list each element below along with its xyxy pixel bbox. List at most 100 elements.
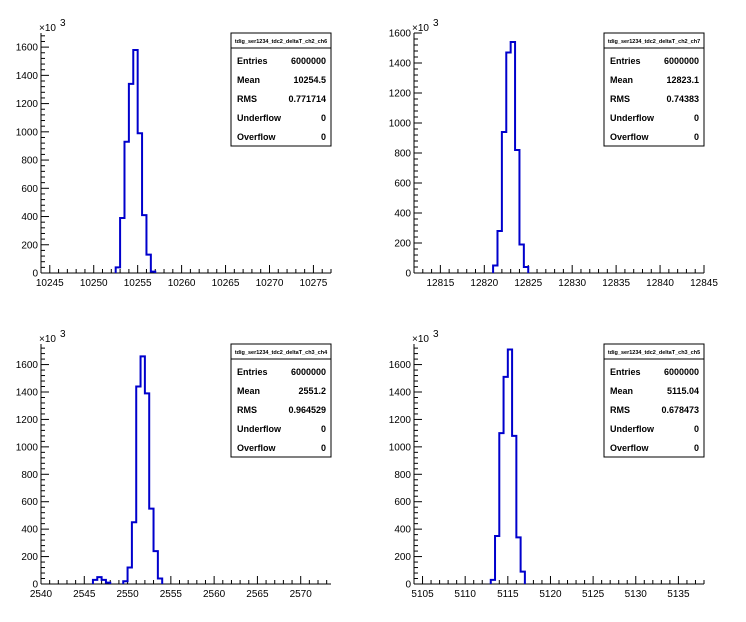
y-tick-label: 1400 xyxy=(16,388,39,399)
y-tick-label: 200 xyxy=(21,552,38,563)
stats-value: 0 xyxy=(321,132,326,142)
stats-label: RMS xyxy=(237,405,257,415)
x-tick-label: 2570 xyxy=(290,589,313,600)
x-tick-label: 10265 xyxy=(212,278,240,289)
y-exponent-power: 3 xyxy=(433,18,439,29)
y-tick-label: 600 xyxy=(21,184,38,195)
stats-label: Underflow xyxy=(237,113,282,123)
stats-label: Entries xyxy=(610,56,641,66)
stats-value: 0 xyxy=(321,443,326,453)
y-tick-label: 1400 xyxy=(16,71,39,82)
stats-box: tdig_ser1234_tdc2_deltaT_ch2_ch7 Entries 6… xyxy=(603,32,705,147)
stats-value: 10254.5 xyxy=(293,75,326,85)
stats-value: 6000000 xyxy=(664,56,699,66)
stats-label: Mean xyxy=(237,386,260,396)
x-tick-label: 2550 xyxy=(116,589,139,600)
stats-value: 0 xyxy=(694,132,699,142)
x-tick-label: 5105 xyxy=(411,589,434,600)
y-tick-label: 600 xyxy=(394,179,411,190)
stats-box: tdig_ser1234_tdc2_deltaT_ch3_ch4 Entries 6… xyxy=(230,343,332,458)
x-tick-label: 10260 xyxy=(168,278,196,289)
stats-label: Mean xyxy=(237,75,260,85)
stats-label: Entries xyxy=(610,367,641,377)
stats-label: Mean xyxy=(610,386,633,396)
x-tick-label: 10245 xyxy=(36,278,64,289)
stats-value: 0 xyxy=(321,113,326,123)
y-tick-label: 400 xyxy=(394,525,411,536)
x-tick-label: 10275 xyxy=(300,278,328,289)
x-tick-label: 2555 xyxy=(160,589,183,600)
stats-label: Entries xyxy=(237,56,268,66)
y-tick-label: 600 xyxy=(21,497,38,508)
y-tick-label: 0 xyxy=(32,269,38,280)
stats-label: Underflow xyxy=(610,424,655,434)
x-tick-label: 5135 xyxy=(667,589,690,600)
y-tick-label: 1200 xyxy=(389,89,412,100)
stats-label: Overflow xyxy=(610,443,650,453)
y-tick-label: 600 xyxy=(394,497,411,508)
histogram-pad-4: 0 200 400 600 800 1000 1200 1400 1600 5105 5110 511… xyxy=(373,311,746,622)
y-tick-label: 1600 xyxy=(16,360,39,371)
stats-value: 0.771714 xyxy=(288,94,326,104)
histogram-plot: 0 200 400 600 800 1000 1200 1400 1600 5105 5110 511… xyxy=(389,329,705,600)
y-exponent-label: ×10 xyxy=(39,334,56,345)
x-tick-label: 10250 xyxy=(80,278,108,289)
stats-value: 12823.1 xyxy=(666,75,699,85)
y-tick-label: 200 xyxy=(394,239,411,250)
stats-value: 5115.04 xyxy=(667,386,699,396)
stats-label: RMS xyxy=(610,405,630,415)
stats-value: 0.678473 xyxy=(661,405,699,415)
y-tick-label: 200 xyxy=(394,552,411,563)
stats-value: 6000000 xyxy=(291,367,326,377)
stats-value: 0.964529 xyxy=(288,405,326,415)
stats-box: tdig_ser1234_tdc2_deltaT_ch3_ch5 Entries 6… xyxy=(603,343,705,458)
histogram-pad-1: 0 200 400 600 800 1000 1200 1400 1600 10245 10250 1… xyxy=(0,0,373,311)
histogram-outline xyxy=(489,348,526,584)
stats-box-frame xyxy=(230,32,332,147)
y-tick-label: 1600 xyxy=(16,43,39,54)
histogram-plot: 0 200 400 600 800 1000 1200 1400 1600 2540 2545 255… xyxy=(16,329,332,600)
stats-title: tdig_ser1234_tdc2_deltaT_ch2_ch7 xyxy=(608,39,700,45)
y-tick-label: 800 xyxy=(394,470,411,481)
y-tick-label: 0 xyxy=(405,580,411,591)
stats-value: 6000000 xyxy=(291,56,326,66)
stats-title: tdig_ser1234_tdc2_deltaT_ch3_ch4 xyxy=(235,350,328,356)
y-tick-label: 1200 xyxy=(16,415,39,426)
x-tick-label: 5120 xyxy=(539,589,562,600)
x-tick-label: 12840 xyxy=(646,278,674,289)
stats-value: 0.74383 xyxy=(666,94,699,104)
x-tick-label: 5115 xyxy=(497,589,519,600)
y-tick-label: 1600 xyxy=(389,360,412,371)
y-exponent-power: 3 xyxy=(60,329,66,340)
stats-label: Underflow xyxy=(237,424,282,434)
y-tick-label: 1400 xyxy=(389,59,412,70)
x-tick-label: 5130 xyxy=(625,589,648,600)
x-tick-label: 2565 xyxy=(246,589,269,600)
histogram-plot: 0 200 400 600 800 1000 1200 1400 1600 12815 12820 1… xyxy=(389,18,719,289)
y-tick-label: 1400 xyxy=(389,388,412,399)
y-exponent-power: 3 xyxy=(433,329,439,340)
x-tick-label: 2540 xyxy=(30,589,53,600)
y-exponent-power: 3 xyxy=(60,18,66,29)
x-tick-label: 2560 xyxy=(203,589,226,600)
y-tick-label: 800 xyxy=(21,156,38,167)
x-tick-label: 12815 xyxy=(426,278,454,289)
y-tick-label: 1000 xyxy=(16,127,39,138)
stats-label: RMS xyxy=(610,94,630,104)
histogram-plot: 0 200 400 600 800 1000 1200 1400 1600 10245 10250 1… xyxy=(16,18,332,289)
stats-label: Overflow xyxy=(237,443,277,453)
stats-value: 0 xyxy=(321,424,326,434)
stats-label: Overflow xyxy=(610,132,650,142)
stats-box-frame xyxy=(230,343,332,458)
y-tick-label: 800 xyxy=(21,470,38,481)
histogram-pad-2: 0 200 400 600 800 1000 1200 1400 1600 12815 12820 1… xyxy=(373,0,746,311)
histogram-outline xyxy=(492,41,530,273)
x-tick-label: 10270 xyxy=(256,278,284,289)
y-tick-label: 1000 xyxy=(389,442,412,453)
stats-box: tdig_ser1234_tdc2_deltaT_ch2_ch6 Entries 6… xyxy=(230,32,332,147)
x-tick-label: 2545 xyxy=(73,589,96,600)
y-exponent-label: ×10 xyxy=(412,23,429,34)
y-tick-label: 800 xyxy=(394,149,411,160)
y-tick-label: 200 xyxy=(21,240,38,251)
stats-box-frame xyxy=(603,32,705,147)
